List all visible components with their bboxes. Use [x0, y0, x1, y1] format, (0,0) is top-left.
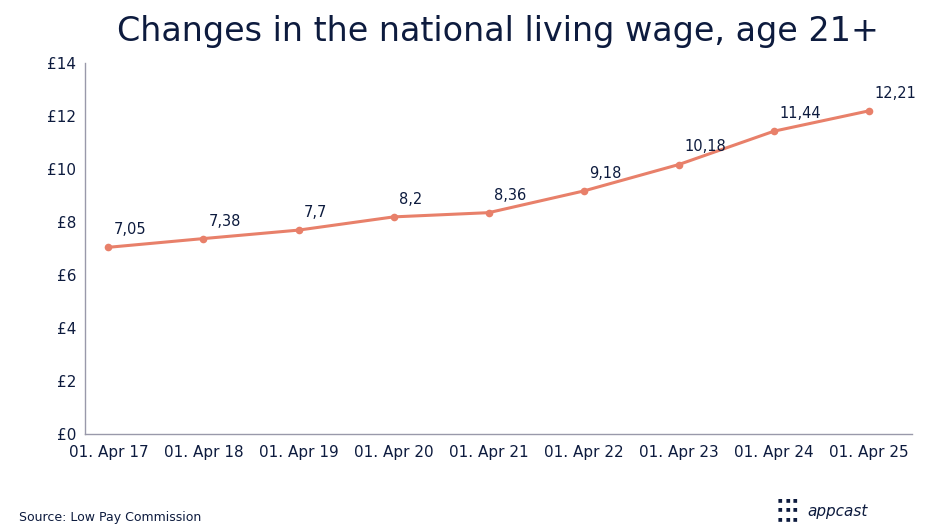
Title: Changes in the national living wage, age 21+: Changes in the national living wage, age… [118, 15, 879, 48]
Text: 7,7: 7,7 [305, 205, 328, 220]
Text: ■: ■ [793, 507, 797, 512]
Text: 10,18: 10,18 [684, 140, 727, 154]
Text: 8,36: 8,36 [494, 188, 526, 203]
Text: 12,21: 12,21 [875, 86, 916, 101]
Text: 9,18: 9,18 [589, 166, 622, 181]
Text: 7,05: 7,05 [114, 222, 147, 237]
Text: 7,38: 7,38 [210, 214, 242, 229]
Text: ■: ■ [793, 516, 797, 521]
Text: 11,44: 11,44 [779, 106, 822, 121]
Text: ■: ■ [778, 497, 782, 502]
Text: ■: ■ [786, 507, 790, 512]
Text: appcast: appcast [807, 504, 868, 519]
Text: 8,2: 8,2 [400, 192, 423, 207]
Text: ■: ■ [786, 516, 790, 521]
Text: Source: Low Pay Commission: Source: Low Pay Commission [19, 510, 201, 524]
Text: ■: ■ [793, 497, 797, 502]
Text: ■: ■ [778, 516, 782, 521]
Text: ■: ■ [786, 497, 790, 502]
Text: ■: ■ [778, 507, 782, 512]
